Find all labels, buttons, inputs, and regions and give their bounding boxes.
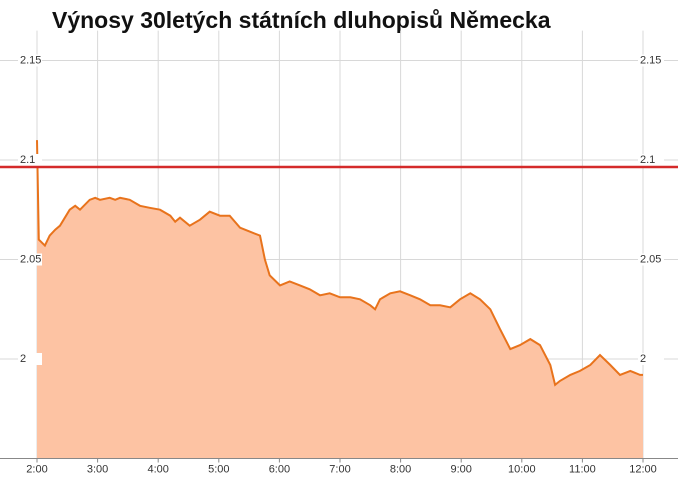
x-tick-label: 2:00: [26, 463, 47, 475]
y2-tick-label: 2.15: [640, 54, 661, 66]
chart-title: Výnosy 30letých státních dluhopisů Němec…: [52, 7, 551, 33]
area: [37, 140, 643, 459]
label-bg: [18, 253, 42, 266]
x-tick-label: 4:00: [147, 463, 168, 475]
x-tick-label: 5:00: [208, 463, 229, 475]
label-bg: [638, 154, 664, 166]
y2-tick-label: 2: [640, 353, 646, 365]
label-bg: [638, 253, 664, 266]
y-tick-label: 2: [20, 353, 26, 365]
x-tick-label: 8:00: [390, 463, 411, 475]
plot-area: [36, 140, 643, 459]
x-tick-label: 7:00: [329, 463, 350, 475]
x-tick-label: 12:00: [629, 463, 657, 475]
axes: 2 2 2.05 2.05 2.1 2.1 2.15 2.15 2:00 3:00 4:00 5:00…: [0, 54, 678, 475]
x-tick-label: 10:00: [508, 463, 536, 475]
label-bg: [638, 353, 664, 365]
x-tick-label: 9:00: [450, 463, 471, 475]
y2-tick-label: 2.1: [640, 154, 655, 166]
label-bg: [18, 154, 42, 166]
x-tick-label: 3:00: [87, 463, 108, 475]
line: [36, 140, 643, 387]
y-tick-label: 2.15: [20, 54, 41, 66]
label-bg: [18, 54, 42, 67]
label-bg: [18, 353, 42, 365]
x-tick-label: 11:00: [569, 463, 596, 475]
x-tick-label: 6:00: [269, 463, 290, 475]
y2-tick-label: 2.05: [640, 253, 661, 265]
label-bg: [638, 54, 664, 67]
y-tick-label: 2.05: [20, 253, 41, 265]
y-tick-label: 2.1: [20, 154, 35, 166]
